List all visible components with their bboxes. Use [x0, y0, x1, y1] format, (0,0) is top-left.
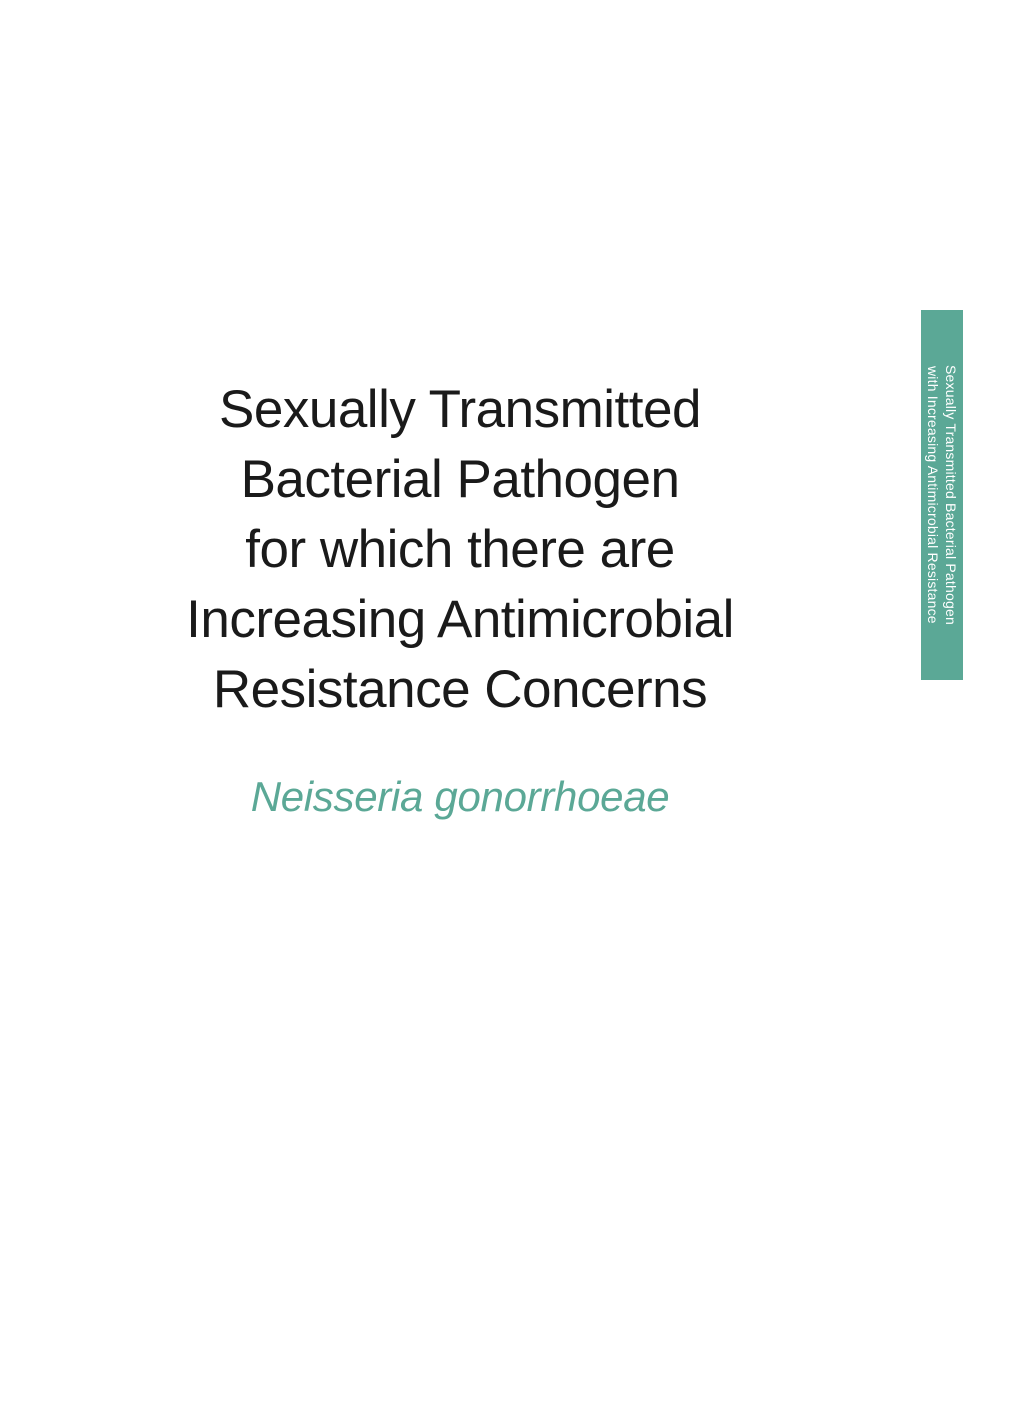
- title-line: Sexually Transmitted: [219, 380, 701, 439]
- side-tab: Sexually Transmitted Bacterial Pathogen …: [921, 310, 963, 680]
- main-content: Sexually Transmitted Bacterial Pathogen …: [0, 375, 920, 821]
- sidetab-line: with Increasing Antimicrobial Resistance: [925, 366, 941, 624]
- title-line: for which there are: [245, 520, 674, 579]
- sidetab-line: Sexually Transmitted Bacterial Pathogen: [943, 365, 959, 625]
- page-title: Sexually Transmitted Bacterial Pathogen …: [0, 375, 920, 725]
- title-line: Increasing Antimicrobial: [186, 590, 734, 649]
- subtitle: Neisseria gonorrhoeae: [0, 773, 920, 821]
- side-tab-text: Sexually Transmitted Bacterial Pathogen …: [924, 365, 960, 625]
- title-line: Resistance Concerns: [213, 660, 707, 719]
- title-line: Bacterial Pathogen: [241, 450, 680, 509]
